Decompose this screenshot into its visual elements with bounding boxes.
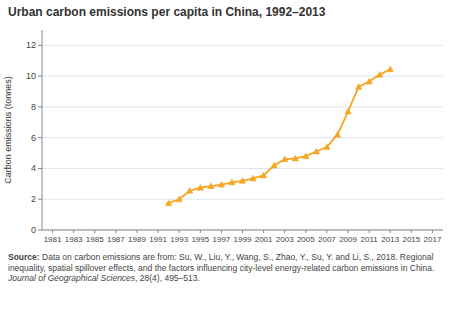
y-tick <box>38 45 42 46</box>
y-tick-label: 6 <box>31 133 36 143</box>
grid-line <box>42 76 443 77</box>
point-marker <box>345 108 351 114</box>
x-tick <box>158 230 159 233</box>
x-tick <box>73 230 74 233</box>
x-tick-label: 2009 <box>339 235 357 244</box>
point-marker <box>260 172 266 178</box>
point-marker <box>229 179 235 185</box>
x-tick <box>348 230 349 233</box>
point-marker <box>387 66 393 72</box>
point-marker <box>197 184 203 190</box>
x-tick-label: 1995 <box>191 235 209 244</box>
point-marker <box>176 196 182 202</box>
y-tick <box>38 137 42 138</box>
x-tick-label: 1997 <box>212 235 230 244</box>
point-marker <box>366 78 372 84</box>
x-tick <box>305 230 306 233</box>
x-tick-label: 1993 <box>170 235 188 244</box>
y-tick-label: 12 <box>26 40 36 50</box>
point-marker <box>376 71 382 77</box>
x-tick-label: 1989 <box>128 235 146 244</box>
x-axis: 198119831985198719891991199319951997 1999… <box>44 230 442 244</box>
x-tick-label: 1985 <box>86 235 104 244</box>
chart-svg: 0246810121981198319851987198919911993199… <box>0 22 455 250</box>
x-tick-label: 2001 <box>255 235 273 244</box>
point-marker <box>187 188 193 194</box>
point-marker <box>165 200 171 206</box>
grid-line <box>42 168 443 169</box>
x-tick-label: 1987 <box>107 235 125 244</box>
grid-line <box>42 106 443 107</box>
point-marker <box>313 148 319 154</box>
y-tick <box>38 168 42 169</box>
x-tick <box>432 230 433 233</box>
y-tick <box>38 230 42 231</box>
grid-line <box>42 45 443 46</box>
point-marker <box>208 183 214 189</box>
x-tick <box>263 230 264 233</box>
y-tick <box>38 199 42 200</box>
x-tick <box>326 230 327 233</box>
point-marker <box>355 84 361 90</box>
x-tick-label: 2017 <box>424 235 442 244</box>
x-tick <box>369 230 370 233</box>
x-tick-label: 1991 <box>149 235 167 244</box>
y-tick-label: 10 <box>26 71 36 81</box>
source-text: Data on carbon emissions are from: Su, W… <box>8 252 434 273</box>
y-axis-label: Carbon emissions (tonnes) <box>3 76 13 184</box>
point-marker <box>303 153 309 159</box>
grid-line <box>42 137 443 138</box>
x-tick-label: 2005 <box>297 235 315 244</box>
point-marker <box>250 175 256 181</box>
x-tick-label: 1983 <box>65 235 83 244</box>
series-line <box>169 69 391 203</box>
x-tick-label: 2015 <box>402 235 420 244</box>
x-tick-label: 2007 <box>318 235 336 244</box>
y-tick-label: 4 <box>31 163 36 173</box>
point-marker <box>239 178 245 184</box>
y-grid: 0 2 4 6 8 10 12 <box>26 40 443 235</box>
x-tick <box>242 230 243 233</box>
x-tick <box>179 230 180 233</box>
source-note: Source: Data on carbon emissions are fro… <box>0 250 455 284</box>
x-tick <box>136 230 137 233</box>
point-marker <box>282 156 288 162</box>
point-marker <box>292 155 298 161</box>
x-tick <box>52 230 53 233</box>
source-label: Source: <box>8 252 40 262</box>
x-tick <box>94 230 95 233</box>
x-tick-label: 2011 <box>361 235 379 244</box>
point-marker <box>271 162 277 168</box>
point-marker <box>218 181 224 187</box>
source-journal: Journal of Geographical Sciences <box>8 273 135 283</box>
x-tick-label: 2013 <box>381 235 399 244</box>
y-tick <box>38 106 42 107</box>
source-end: , 28(4), 495–513. <box>135 273 200 283</box>
x-tick-label: 1981 <box>44 235 62 244</box>
chart-title: Urban carbon emissions per capita in Chi… <box>0 0 455 22</box>
data-group <box>165 66 393 206</box>
point-marker <box>324 144 330 150</box>
y-tick-label: 8 <box>31 102 36 112</box>
y-tick-label: 0 <box>31 225 36 235</box>
x-tick <box>284 230 285 233</box>
x-tick <box>115 230 116 233</box>
x-tick-label: 2003 <box>276 235 294 244</box>
grid-line <box>42 199 443 200</box>
y-tick-label: 2 <box>31 194 36 204</box>
x-tick-label: 1999 <box>234 235 252 244</box>
point-marker <box>334 131 340 137</box>
x-tick <box>411 230 412 233</box>
x-tick <box>200 230 201 233</box>
x-tick <box>390 230 391 233</box>
x-tick <box>221 230 222 233</box>
y-tick <box>38 76 42 77</box>
y-axis-line <box>42 30 43 230</box>
